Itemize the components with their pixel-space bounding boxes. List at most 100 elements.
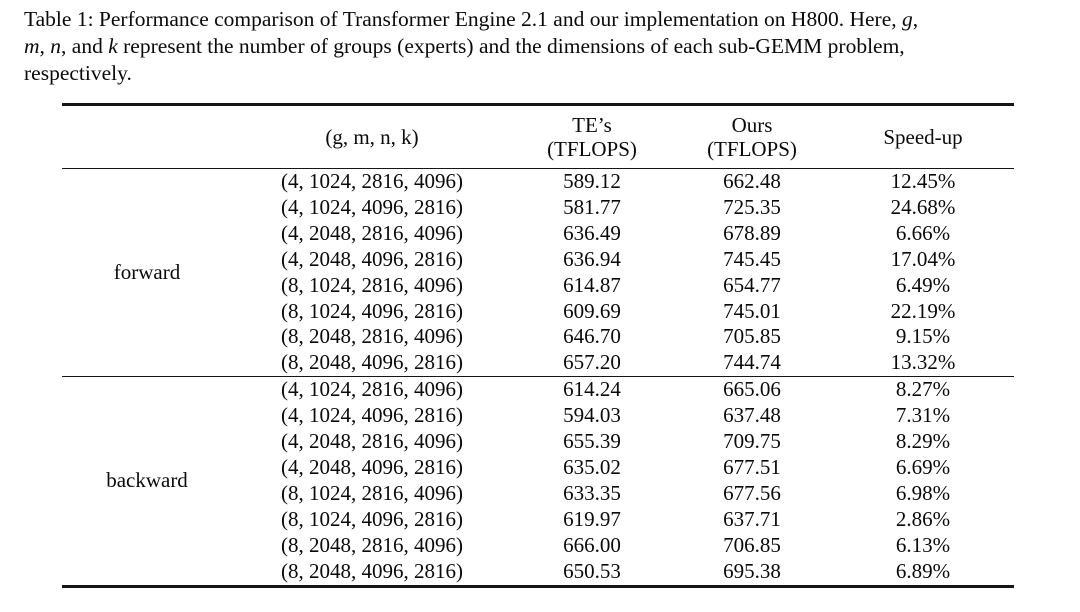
- cell-gmnk: (8, 1024, 4096, 2816): [281, 298, 463, 323]
- cell-ours-tflops: 637.48: [723, 403, 781, 428]
- table-row: (8, 2048, 2816, 4096) 646.70 705.85 9.15%: [62, 324, 1014, 350]
- cell-ours-tflops: 725.35: [723, 194, 781, 219]
- table-row: (4, 1024, 4096, 2816) 581.77 725.35 24.68%: [62, 195, 1014, 221]
- table-row: (4, 2048, 4096, 2816) 636.94 745.45 17.04%: [62, 247, 1014, 273]
- table-row: (4, 2048, 2816, 4096) 655.39 709.75 8.29%: [62, 429, 1014, 455]
- table-row: forward (4, 1024, 2816, 4096) 589.12 662.48…: [62, 169, 1014, 284]
- caption-segment: ,: [39, 34, 51, 58]
- cell-ours-tflops: 677.51: [723, 454, 781, 479]
- cell-ours-tflops: 705.85: [723, 324, 781, 349]
- cell-gmnk: (4, 2048, 2816, 4096): [281, 220, 463, 245]
- table-caption: Table 1: Performance comparison of Trans…: [24, 6, 1066, 87]
- caption-segment: Table 1: Performance comparison of Trans…: [24, 7, 902, 31]
- header-ours-line1: Ours: [731, 113, 773, 137]
- cell-te-tflops: 655.39: [563, 429, 621, 454]
- cell-speedup: 6.49%: [895, 272, 951, 297]
- caption-segment: g: [901, 7, 913, 31]
- cell-ours-tflops: 654.77: [723, 272, 781, 297]
- cell-gmnk: (8, 2048, 2816, 4096): [281, 532, 463, 557]
- cell-speedup: 6.69%: [895, 454, 951, 479]
- cell-gmnk: (8, 1024, 2816, 4096): [281, 480, 463, 505]
- cell-speedup: 22.19%: [890, 298, 956, 323]
- cell-gmnk: (8, 2048, 2816, 4096): [281, 324, 463, 349]
- cell-gmnk: (4, 1024, 4096, 2816): [281, 194, 463, 219]
- cell-speedup: 8.27%: [895, 377, 951, 402]
- cell-ours-tflops: 745.45: [723, 246, 781, 271]
- table-row: (4, 2048, 2816, 4096) 636.49 678.89 6.66%: [62, 221, 1014, 247]
- caption-line: m, n, and k represent the number of grou…: [24, 33, 1066, 60]
- cell-ours-tflops: 678.89: [723, 220, 781, 245]
- cell-speedup: 6.98%: [895, 480, 951, 505]
- cell-speedup: 17.04%: [890, 246, 956, 271]
- cell-gmnk: (8, 2048, 4096, 2816): [281, 558, 463, 583]
- table-header: (g, m, n, k) TE’s (TFLOPS) Ours (TFLOPS)…: [62, 105, 1014, 169]
- table-row: (8, 1024, 4096, 2816) 619.97 637.71 2.86%: [62, 507, 1014, 533]
- table-section-backward: backward (4, 1024, 2816, 4096) 614.24 665.0…: [62, 376, 1014, 586]
- cell-te-tflops: 635.02: [563, 454, 621, 479]
- header-ours-tflops: Ours (TFLOPS): [672, 105, 832, 169]
- caption-segment: ,: [912, 7, 919, 31]
- cell-te-tflops: 581.77: [563, 194, 621, 219]
- cell-ours-tflops: 744.74: [723, 350, 781, 375]
- caption-line: Table 1: Performance comparison of Trans…: [24, 6, 1066, 33]
- caption-line: respectively.: [24, 60, 1066, 87]
- cell-gmnk: (4, 1024, 4096, 2816): [281, 403, 463, 428]
- cell-gmnk: (4, 2048, 2816, 4096): [281, 429, 463, 454]
- cell-ours-tflops: 637.71: [723, 506, 781, 531]
- cell-ours-tflops: 662.48: [723, 169, 781, 193]
- cell-gmnk: (4, 1024, 2816, 4096): [281, 169, 463, 193]
- cell-speedup: 6.13%: [895, 532, 951, 557]
- cell-ours-tflops: 706.85: [723, 532, 781, 557]
- cell-speedup: 9.15%: [895, 324, 951, 349]
- cell-ours-tflops: 677.56: [723, 480, 781, 505]
- cell-gmnk: (8, 2048, 4096, 2816): [281, 350, 463, 375]
- performance-table: (g, m, n, k) TE’s (TFLOPS) Ours (TFLOPS)…: [62, 103, 1014, 588]
- caption-segment: m: [24, 34, 40, 58]
- header-empty: [62, 105, 232, 169]
- cell-te-tflops: 657.20: [563, 350, 621, 375]
- table-row: (8, 1024, 2816, 4096) 614.87 654.77 6.49%: [62, 273, 1014, 299]
- cell-ours-tflops: 745.01: [723, 298, 781, 323]
- cell-te-tflops: 614.24: [563, 377, 621, 402]
- header-te-line2: (TFLOPS): [547, 137, 637, 161]
- caption-segment: , and: [61, 34, 109, 58]
- cell-te-tflops: 619.97: [563, 506, 621, 531]
- cell-speedup: 12.45%: [890, 169, 956, 193]
- cell-ours-tflops: 695.38: [723, 558, 781, 583]
- cell-gmnk: (4, 2048, 4096, 2816): [281, 454, 463, 479]
- cell-gmnk: (8, 1024, 2816, 4096): [281, 272, 463, 297]
- cell-te-tflops: 589.12: [563, 169, 621, 193]
- header-ours-line2: (TFLOPS): [707, 137, 797, 161]
- table-row: (8, 1024, 2816, 4096) 633.35 677.56 6.98%: [62, 481, 1014, 507]
- cell-ours-tflops: 665.06: [723, 377, 781, 402]
- cell-speedup: 24.68%: [890, 194, 956, 219]
- cell-te-tflops: 636.94: [563, 246, 621, 271]
- table-row: (8, 2048, 2816, 4096) 666.00 706.85 6.13%: [62, 533, 1014, 559]
- cell-te-tflops: 646.70: [563, 324, 621, 349]
- cell-gmnk: (4, 1024, 2816, 4096): [281, 377, 463, 402]
- table-row: (8, 1024, 4096, 2816) 609.69 745.01 22.19%: [62, 299, 1014, 325]
- table-row: (8, 2048, 4096, 2816) 657.20 744.74 13.32%: [62, 350, 1014, 376]
- caption-segment: respectively.: [24, 61, 132, 85]
- table-row: (8, 2048, 4096, 2816) 650.53 695.38 6.89%: [62, 559, 1014, 586]
- cell-ours-tflops: 709.75: [723, 429, 781, 454]
- table-row: (4, 2048, 4096, 2816) 635.02 677.51 6.69%: [62, 455, 1014, 481]
- cell-te-tflops: 614.87: [563, 272, 621, 297]
- cell-gmnk: (4, 2048, 4096, 2816): [281, 246, 463, 271]
- caption-segment: n: [50, 34, 62, 58]
- section-label: backward: [106, 468, 188, 493]
- cell-te-tflops: 633.35: [563, 480, 621, 505]
- table-row: backward (4, 1024, 2816, 4096) 614.24 665.0…: [62, 377, 1014, 492]
- caption-segment: k: [108, 34, 118, 58]
- cell-te-tflops: 666.00: [563, 532, 621, 557]
- cell-te-tflops: 650.53: [563, 558, 621, 583]
- cell-speedup: 7.31%: [895, 403, 951, 428]
- cell-te-tflops: 636.49: [563, 220, 621, 245]
- header-gmnk: (g, m, n, k): [325, 124, 419, 149]
- cell-te-tflops: 609.69: [563, 298, 621, 323]
- cell-speedup: 13.32%: [890, 350, 956, 375]
- caption-segment: represent the number of groups (experts)…: [117, 34, 905, 58]
- header-row: (g, m, n, k) TE’s (TFLOPS) Ours (TFLOPS)…: [62, 105, 1014, 169]
- cell-speedup: 2.86%: [895, 506, 951, 531]
- header-speedup: Speed-up: [883, 124, 963, 149]
